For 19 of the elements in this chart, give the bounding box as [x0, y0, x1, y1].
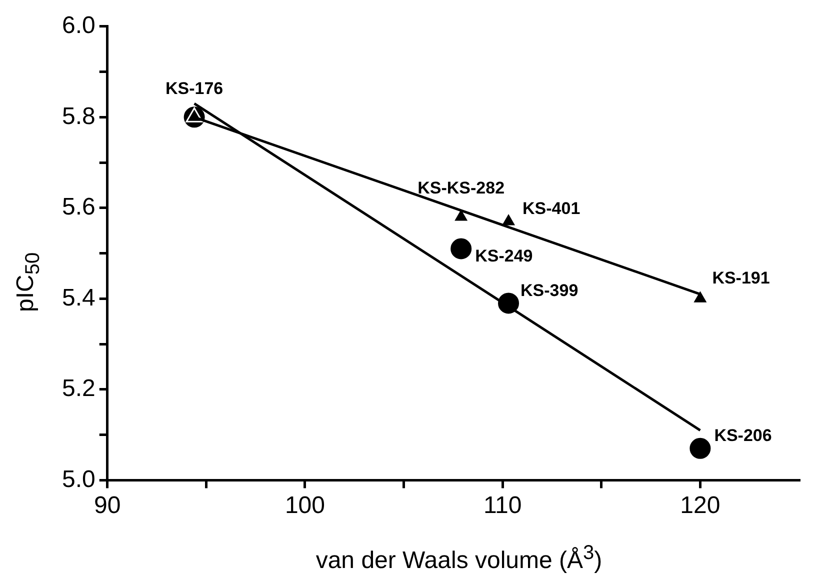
y-tick-label: 6.0 — [62, 12, 96, 40]
annotation: KS-399 — [520, 280, 578, 300]
x-tick-label: 120 — [680, 492, 720, 520]
point — [690, 438, 711, 459]
y-tick-label: 5.8 — [62, 102, 96, 130]
y-tick-label: 5.4 — [62, 284, 96, 312]
y-tick-label: 5.6 — [62, 194, 96, 221]
y-tick-label: 5.0 — [62, 466, 96, 493]
annotation: KS-401 — [522, 199, 580, 218]
annotation: KS-191 — [712, 268, 770, 288]
annotation: KS-176 — [165, 78, 224, 98]
x-tick-label: 90 — [94, 492, 121, 520]
annotation: KS-249 — [475, 246, 533, 266]
annotation: KS-206 — [714, 426, 772, 446]
x-tick-label: 110 — [483, 492, 522, 520]
annotation: KS-KS-282 — [418, 178, 505, 198]
y-tick-label: 5.2 — [62, 375, 96, 402]
x-axis-title: van der Waals volume (Å$^{3}$) — [314, 542, 604, 575]
x-tick-label: 100 — [284, 492, 325, 520]
